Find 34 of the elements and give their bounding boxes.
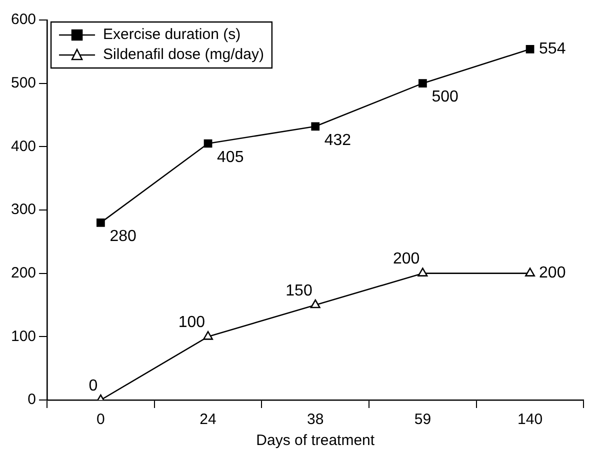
point (418, 268, 428, 276)
data-label: 554 (539, 40, 566, 58)
data-label: 200 (392, 250, 420, 268)
y-tick-label: 100 (10, 328, 36, 345)
y-tick-label: 0 (28, 391, 36, 408)
legend-label: Sildenafil dose (mg/day) (103, 46, 264, 64)
point (418, 79, 427, 88)
x-axis-title: Days of treatment (256, 432, 376, 450)
data-label: 405 (217, 148, 244, 166)
data-label: 100 (178, 314, 206, 332)
x-tick-label: 140 (518, 411, 543, 428)
data-label: 432 (324, 132, 352, 149)
point (310, 299, 320, 308)
data-label: 280 (110, 228, 136, 246)
legend-label: Exercise duration (s) (103, 26, 241, 44)
point (311, 122, 320, 131)
y-tick-label: 300 (10, 201, 36, 218)
x-tick-label: 0 (96, 411, 105, 428)
x-tick-label: 24 (200, 411, 216, 428)
data-label: 150 (286, 282, 312, 300)
point (203, 331, 214, 340)
point (526, 44, 534, 54)
data-label: 0 (88, 377, 98, 394)
point (525, 268, 536, 276)
y-tick-label: 200 (10, 264, 36, 282)
y-tick-label: 400 (10, 138, 36, 155)
point (204, 139, 212, 148)
data-label: 500 (432, 88, 458, 106)
point (96, 218, 105, 227)
x-tick-label: 59 (414, 411, 432, 428)
x-tick-label: 38 (307, 411, 324, 428)
y-tick-label: 500 (10, 74, 36, 92)
data-label: 200 (539, 264, 566, 282)
y-tick-label: 600 (10, 11, 36, 28)
